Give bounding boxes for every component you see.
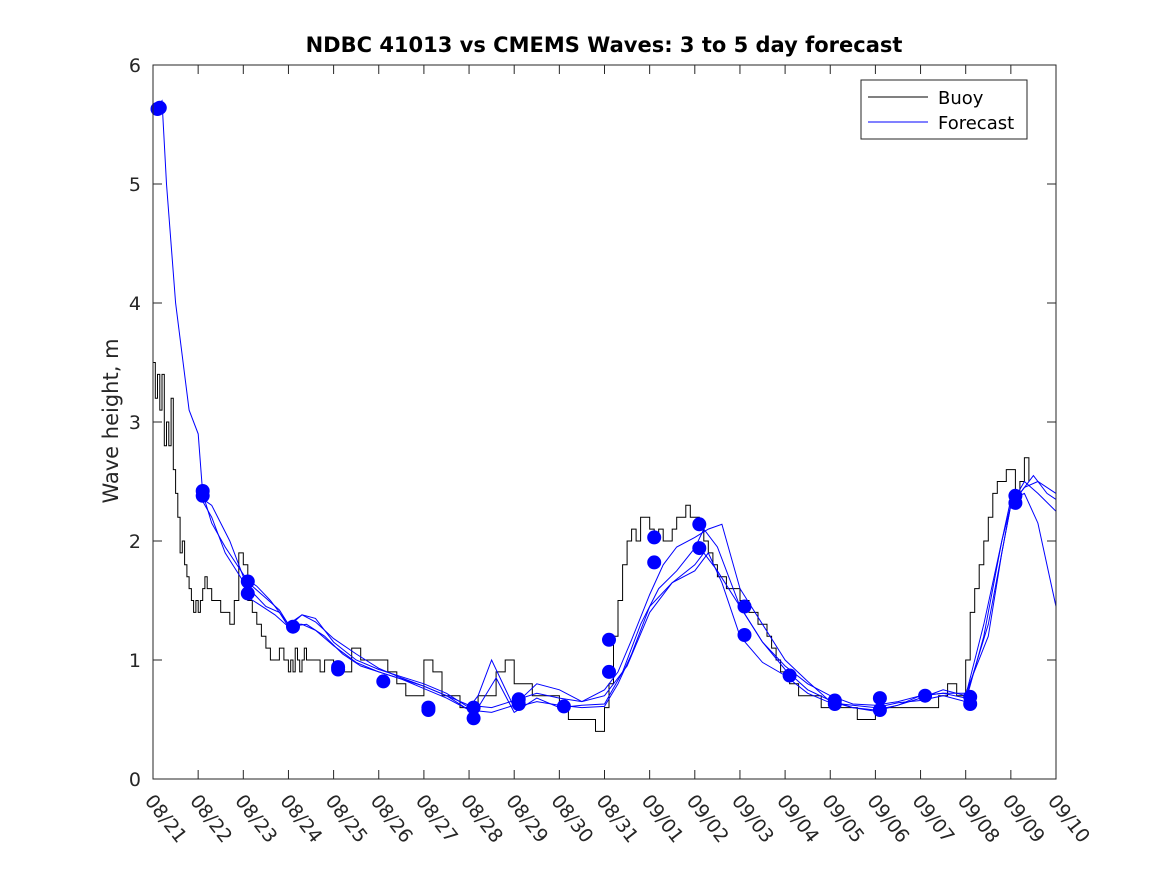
forecast-marker <box>466 711 481 726</box>
y-tick-label: 0 <box>129 769 141 791</box>
forecast-marker <box>737 628 752 642</box>
forecast-marker <box>240 586 255 601</box>
forecast-marker <box>692 517 707 532</box>
legend-forecast-label: Forecast <box>938 113 1014 134</box>
y-tick-label: 6 <box>129 55 141 77</box>
forecast-marker <box>511 697 526 711</box>
forecast-marker <box>602 632 616 647</box>
forecast-marker <box>872 703 887 717</box>
y-axis: 0 1 2 3 4 5 6 <box>129 55 1056 791</box>
forecast-marker <box>556 699 571 714</box>
forecast-marker <box>602 664 616 679</box>
forecast-marker <box>737 599 752 614</box>
forecast-marker <box>918 688 933 703</box>
y-tick-label: 3 <box>129 412 141 434</box>
y-tick-label: 5 <box>129 174 141 196</box>
forecast-marker <box>195 488 210 503</box>
forecast-marker <box>152 100 167 115</box>
forecast-marker <box>240 574 255 589</box>
forecast-marker <box>466 700 481 715</box>
y-tick-label: 2 <box>129 531 141 553</box>
forecast-marker <box>286 619 300 634</box>
y-tick-label: 1 <box>129 650 141 672</box>
chart-title: NDBC 41013 vs CMEMS Waves: 3 to 5 day fo… <box>306 33 903 57</box>
y-tick-label: 4 <box>129 293 141 315</box>
forecast-marker <box>647 530 662 545</box>
forecast-marker <box>782 668 797 683</box>
legend-box <box>860 79 1028 140</box>
forecast-marker <box>692 541 707 556</box>
forecast-marker <box>1008 495 1023 510</box>
forecast-marker <box>376 674 391 689</box>
forecast-marker <box>331 662 346 677</box>
marker-group <box>150 100 1023 726</box>
legend: Buoy Forecast <box>860 79 1028 140</box>
y-axis-label: Wave height, m <box>99 338 123 503</box>
forecast-marker <box>827 697 842 711</box>
forecast-marker <box>963 697 978 711</box>
legend-buoy-label: Buoy <box>938 88 984 109</box>
forecast-marker <box>647 555 662 570</box>
forecast-marker <box>421 703 436 717</box>
forecast-marker <box>872 691 887 706</box>
